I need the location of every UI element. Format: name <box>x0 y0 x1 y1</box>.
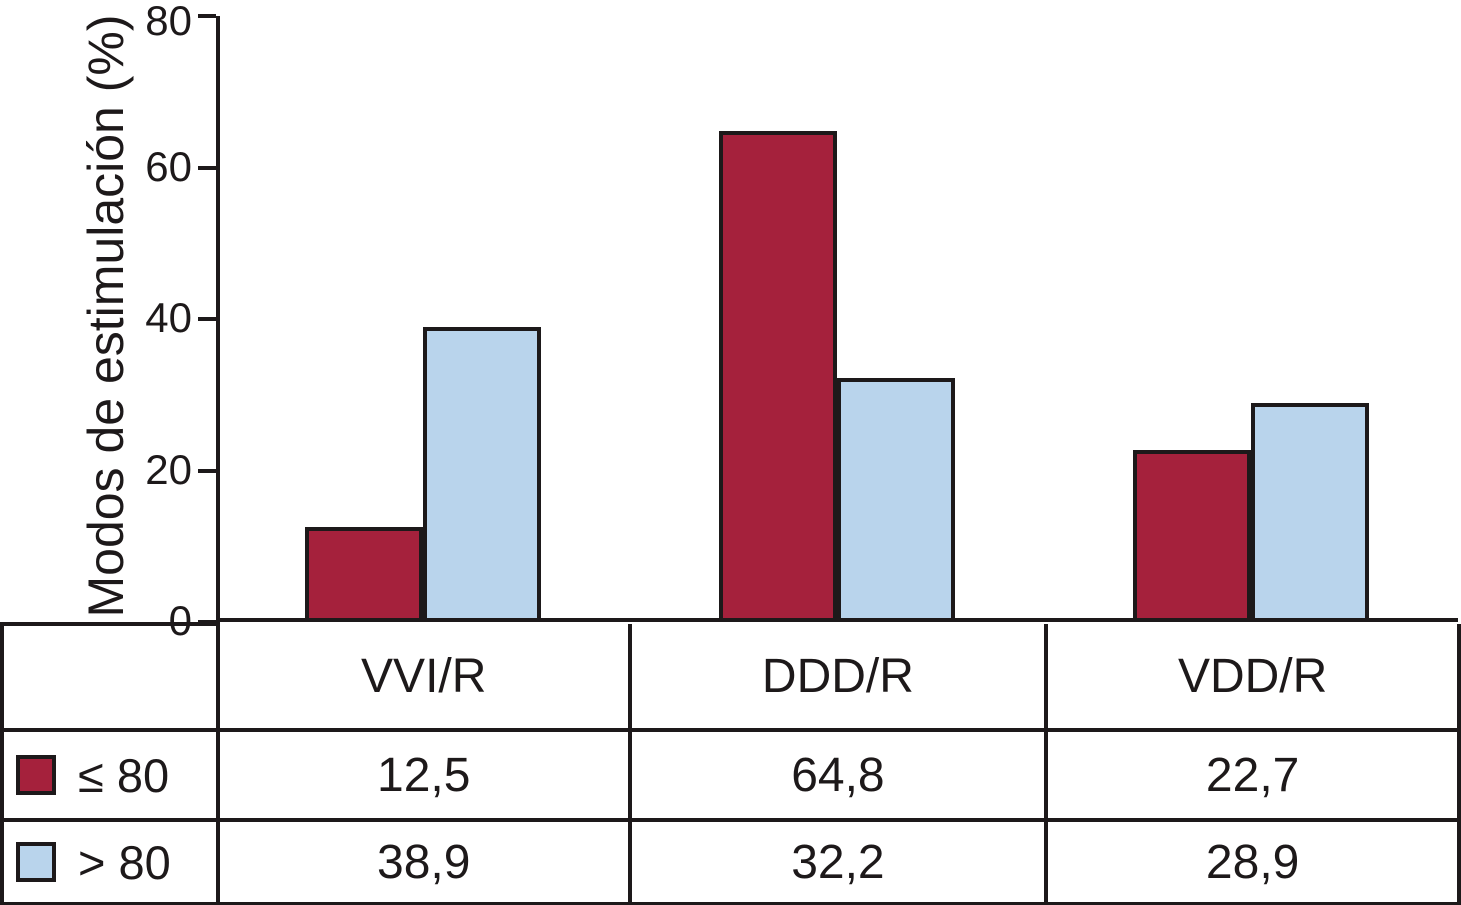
bar-ddd-r-series-0 <box>719 131 837 622</box>
legend-swatch-blue <box>16 842 56 882</box>
series-row-0: ≤ 80 12,5 64,8 22,7 <box>0 728 1461 822</box>
value-cell-s0-c2: 22,7 <box>1044 728 1461 822</box>
legend-inner-1: > 80 <box>6 835 214 890</box>
category-row: VVI/R DDD/R VDD/R <box>0 622 1461 732</box>
legend-item-1: > 80 <box>0 818 220 905</box>
y-axis-tick-label-20: 20 <box>145 445 192 493</box>
y-axis-tick-label-0: 0 <box>168 597 192 644</box>
value-cell-s1-c2: 28,9 <box>1044 818 1461 905</box>
data-table: VVI/R DDD/R VDD/R ≤ 80 12,5 64,8 22,7 > … <box>0 622 1461 905</box>
value-cell-s1-c0: 38,9 <box>215 818 632 905</box>
y-axis-tick-label-40: 40 <box>145 294 192 341</box>
category-cell-2: VDD/R <box>1044 624 1461 732</box>
legend-inner-0: ≤ 80 <box>6 748 214 803</box>
legend-label-1: > 80 <box>78 835 171 889</box>
y-axis-tick-80 <box>198 14 216 18</box>
table-corner-cell <box>0 622 220 732</box>
bar-vvi-r-series-0 <box>305 527 423 622</box>
legend-label-0: ≤ 80 <box>78 748 170 802</box>
y-axis-tick-20 <box>198 468 216 473</box>
value-cell-s0-c0: 12,5 <box>215 728 632 822</box>
legend-item-0: ≤ 80 <box>0 728 220 822</box>
y-axis-tick-60 <box>198 165 216 170</box>
y-axis-tick-40 <box>198 317 216 321</box>
bar-vvi-r-series-1 <box>423 327 541 622</box>
y-axis-tick-label-80: 80 <box>145 0 192 44</box>
value-cell-s1-c1: 32,2 <box>627 818 1049 905</box>
series-row-1: > 80 38,9 32,2 28,9 <box>0 818 1461 905</box>
legend-swatch-red <box>16 755 56 795</box>
bar-vdd-r-series-0 <box>1133 450 1251 622</box>
category-cell-1: DDD/R <box>627 624 1049 732</box>
y-axis-tick-0 <box>198 620 216 624</box>
y-axis-tick-label-60: 60 <box>145 142 192 190</box>
category-cell-0: VVI/R <box>215 624 632 732</box>
bar-ddd-r-series-1 <box>837 378 955 622</box>
value-cell-s0-c1: 64,8 <box>627 728 1049 822</box>
bar-vdd-r-series-1 <box>1251 403 1369 622</box>
